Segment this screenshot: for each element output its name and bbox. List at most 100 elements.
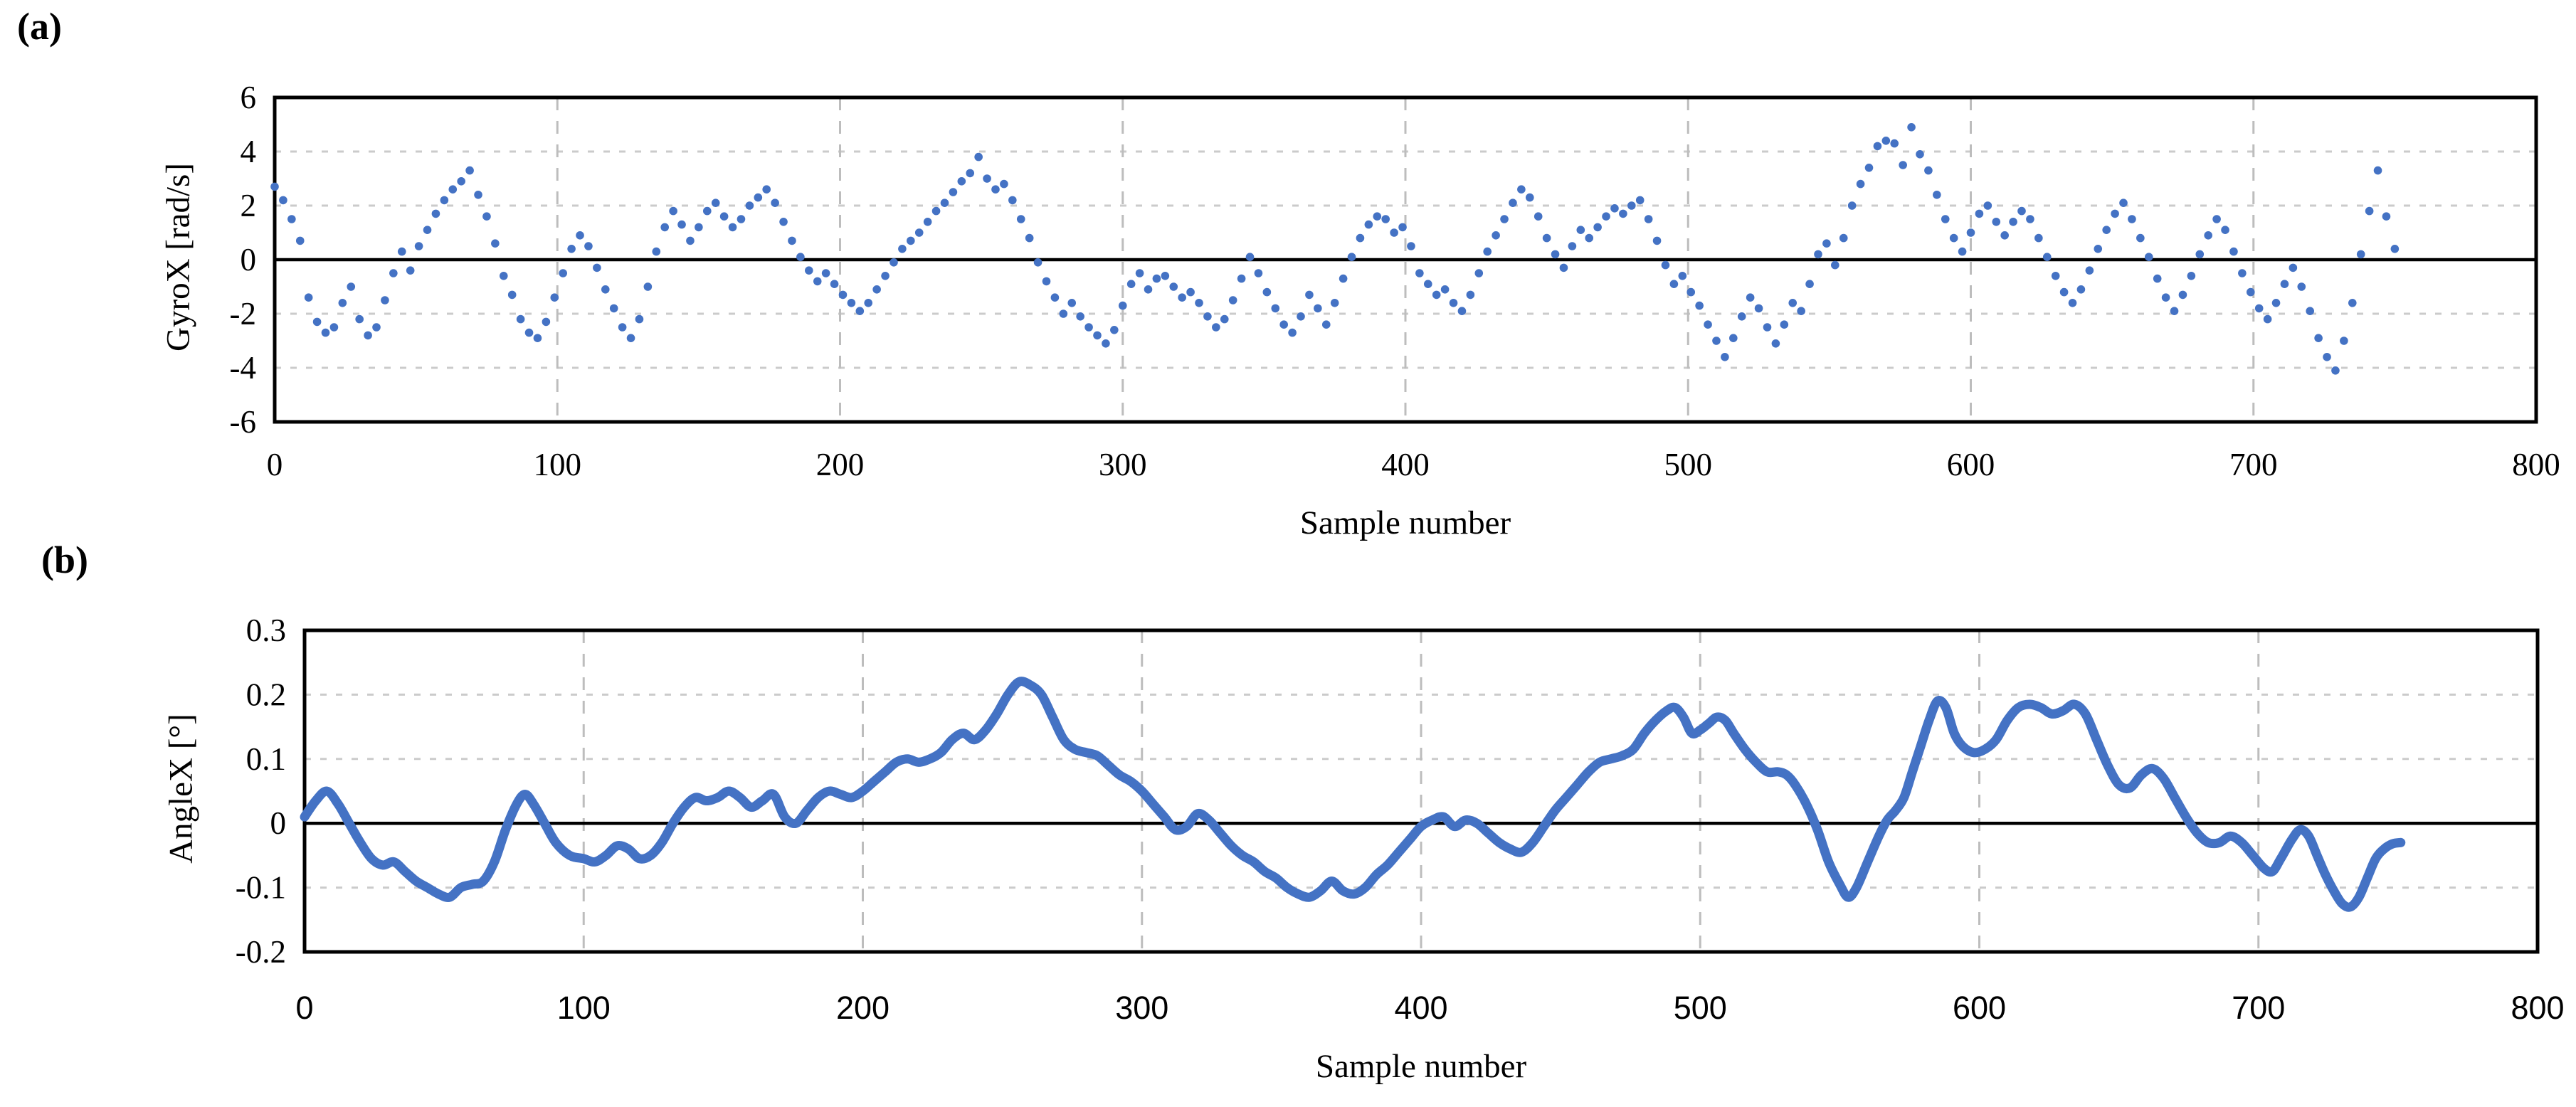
anglex-x-tick-label: 600 <box>1953 990 2006 1026</box>
gyrox-data-point <box>2094 245 2103 253</box>
gyrox-data-point <box>821 269 830 277</box>
gyrox-data-point <box>1195 299 1203 307</box>
gyrox-data-point <box>677 220 686 229</box>
gyrox-data-point <box>1110 326 1119 334</box>
gyrox-data-point <box>1474 269 1484 277</box>
gyrox-data-point <box>838 290 848 300</box>
gyrox-data-point <box>974 152 983 161</box>
gyrox-data-point <box>669 206 677 216</box>
gyrox-data-point <box>1763 323 1772 332</box>
gyrox-data-point <box>983 174 991 183</box>
gyrox-data-point <box>2212 215 2221 223</box>
gyrox-data-point <box>1966 228 1975 237</box>
gyrox-data-point <box>1933 191 1941 199</box>
gyrox-data-point <box>576 231 584 240</box>
gyrox-data-point <box>312 317 322 327</box>
gyrox-data-point <box>516 314 525 324</box>
gyrox-data-point <box>1407 242 1415 250</box>
gyrox-data-point <box>550 293 559 302</box>
gyrox-data-point <box>1466 290 1475 300</box>
gyrox-data-point <box>1152 274 1161 283</box>
gyrox-data-point <box>1593 223 1602 232</box>
anglex-data-line <box>300 677 2406 912</box>
gyrox-data-point <box>626 334 635 343</box>
gyrox-data-point <box>2051 272 2060 280</box>
gyrox-x-tick-label: 600 <box>1947 447 1995 482</box>
gyrox-data-point <box>1178 293 1186 302</box>
gyrox-data-point <box>1093 331 1102 340</box>
gyrox-data-point <box>1398 223 1407 232</box>
gyrox-data-point <box>1076 312 1084 321</box>
gyrox-data-point <box>2102 226 2111 235</box>
gyrox-data-point <box>1534 212 1543 221</box>
gyrox-data-point <box>1610 204 1619 213</box>
gyrox-data-point <box>813 277 822 286</box>
gyrox-data-point <box>1737 312 1746 321</box>
gyrox-data-point <box>338 299 347 307</box>
gyrox-data-point <box>414 242 423 250</box>
gyrox-data-point <box>1347 253 1356 262</box>
anglex-y-tick-label: 0.2 <box>246 677 286 712</box>
gyrox-data-point <box>1754 304 1763 313</box>
gyrox-data-point <box>482 212 491 221</box>
gyrox-data-point <box>499 272 508 280</box>
gyrox-data-point <box>660 223 670 232</box>
gyrox-data-point <box>1102 339 1110 348</box>
gyrox-data-point <box>1924 166 1933 175</box>
gyrox-data-point <box>1907 123 1916 132</box>
gyrox-data-point <box>2348 299 2357 307</box>
anglex-x-tick-label: 0 <box>295 990 313 1026</box>
gyrox-plot-frame <box>273 95 2538 424</box>
gyrox-data-point <box>695 223 703 232</box>
gyrox-data-point <box>771 198 779 208</box>
gyrox-data-point <box>1118 301 1127 310</box>
gyrox-data-point <box>719 212 729 221</box>
gyrox-data-point <box>295 236 305 245</box>
gyrox-data-point <box>329 323 339 332</box>
gyrox-data-point <box>1457 307 1467 316</box>
gyrox-data-point <box>1941 215 1950 223</box>
gyrox-data-point <box>855 307 865 316</box>
gyrox-data-point <box>364 331 372 340</box>
gyrox-data-point <box>533 334 542 343</box>
gyrox-data-point <box>1585 233 1594 243</box>
gyrox-data-point <box>1483 247 1492 256</box>
gyrox-data-point <box>1983 201 1992 210</box>
gyrox-data-point <box>584 242 593 250</box>
gyrox-x-tick-label: 400 <box>1381 447 1430 482</box>
gyrox-data-point <box>1297 312 1305 321</box>
gyrox-data-point <box>1067 299 1077 307</box>
gyrox-data-point <box>507 290 517 300</box>
gyrox-data-point <box>1245 253 1255 262</box>
anglex-x-tick-label: 700 <box>2232 990 2285 1026</box>
gyrox-data-point <box>1822 239 1831 248</box>
anglex-x-tick-label: 500 <box>1674 990 1727 1026</box>
gyrox-data-point <box>1432 290 1441 300</box>
gyrox-data-point <box>1686 287 1696 297</box>
gyrox-data-point <box>2356 250 2365 259</box>
gyrox-data-point <box>2221 226 2229 235</box>
gyrox-data-point <box>2289 263 2298 272</box>
gyrox-data-point <box>355 314 364 324</box>
gyrox-data-point <box>1042 277 1051 286</box>
gyrox-y-tick-label: 2 <box>241 188 257 223</box>
gyrox-data-point <box>1356 233 1365 243</box>
gyrox-data-point <box>1602 212 1610 221</box>
gyrox-data-point <box>2136 233 2145 243</box>
gyrox-data-point <box>1228 296 1237 304</box>
gyrox-data-point <box>1559 263 1568 272</box>
gyrox-data-point <box>2144 253 2153 262</box>
gyrox-data-point <box>754 193 763 202</box>
gyrox-data-point <box>864 299 873 307</box>
gyrox-data-point <box>2271 299 2281 307</box>
gyrox-data-point <box>762 185 771 194</box>
gyrox-data-point <box>618 323 627 332</box>
gyrox-data-point <box>1619 209 1627 218</box>
gyrox-data-point <box>1440 285 1450 294</box>
gyrox-data-point <box>2390 245 2400 253</box>
gyrox-data-point <box>728 223 737 232</box>
gyrox-data-point <box>2229 247 2238 256</box>
gyrox-data-point <box>321 328 330 337</box>
gyrox-data-point <box>347 282 356 291</box>
gyrox-data-point <box>1509 198 1517 208</box>
